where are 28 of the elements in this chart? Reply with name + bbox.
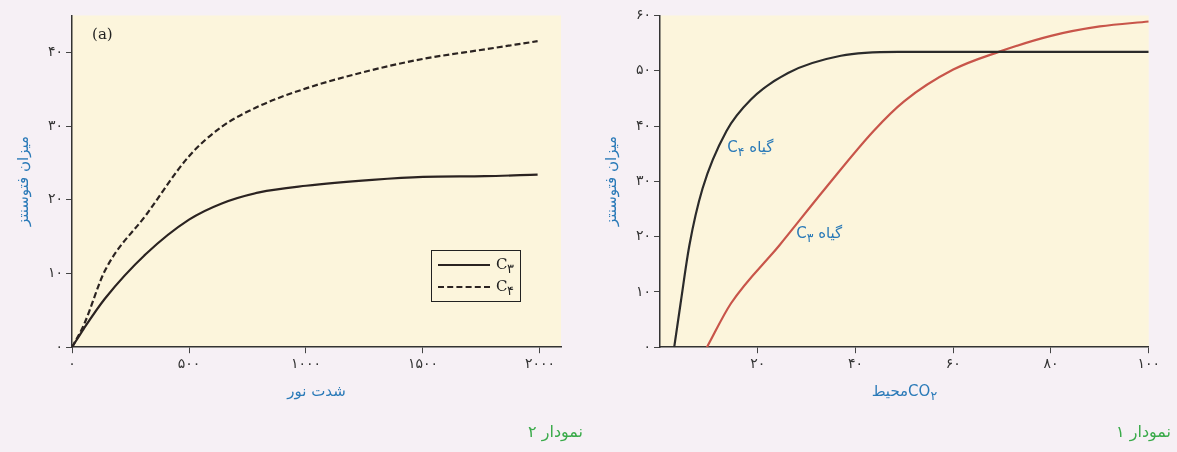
- x-tick-label: ۱۰۰۰: [290, 355, 322, 372]
- x-axis-title: شدت نور: [287, 382, 346, 400]
- y-tick-label: ۳۰: [635, 171, 652, 188]
- text: نمودار ۲: [528, 422, 583, 441]
- y-tick-label: ۱۰: [47, 264, 64, 281]
- x-tick-label: ۱۰۰: [1137, 355, 1160, 372]
- y-axis-title: میزان فتوسنتز: [602, 136, 620, 227]
- x-tick-label: ۰: [68, 355, 76, 372]
- x-tick-label: ۶۰: [945, 355, 961, 372]
- y-tick-label: ۲۰: [635, 227, 652, 244]
- y-tick-label: ۰: [55, 337, 64, 354]
- y-tick-label: ۴۰: [635, 116, 652, 133]
- y-tick-label: ۰: [643, 337, 652, 354]
- y-tick-label: ۵۰: [635, 61, 652, 78]
- x-tick-label: ۱۵۰۰: [407, 355, 439, 372]
- x-tick-label: ۲۰۰۰: [524, 355, 555, 372]
- y-tick-label: ۶۰: [635, 6, 652, 23]
- x-tick-label: ۴۰: [847, 355, 864, 372]
- y-tick-label: ۴۰: [47, 42, 64, 59]
- x-tick-label: ۵۰۰: [177, 355, 201, 372]
- x-tick-label: ۸۰: [1043, 355, 1059, 372]
- annotation: (a): [92, 25, 113, 44]
- y-axis-title: میزان فتوسنتز: [14, 136, 32, 227]
- y-tick-label: ۳۰: [47, 116, 64, 133]
- y-tick-label: ۲۰: [47, 190, 64, 207]
- text: نمودار ۱: [1116, 422, 1171, 441]
- y-tick-label: ۱۰: [635, 282, 652, 299]
- x-tick-label: ۲۰: [750, 355, 766, 372]
